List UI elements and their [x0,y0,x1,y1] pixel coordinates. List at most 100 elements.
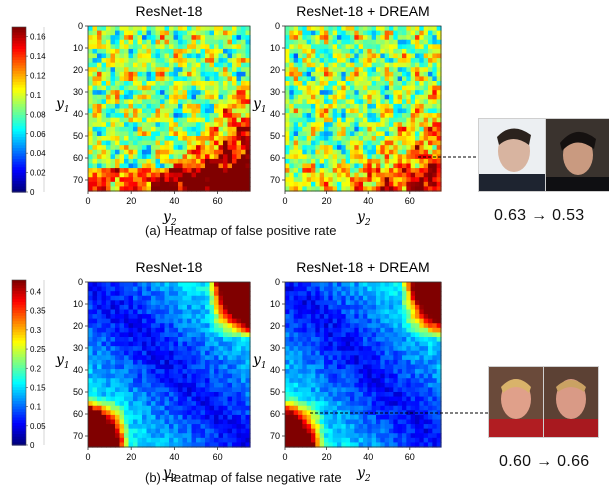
heatmap-cell [319,44,325,50]
heatmap-cell [332,396,338,402]
heatmap-cell [376,341,381,347]
heatmap-cell [289,99,295,105]
heatmap-cell [110,314,116,320]
heatmap-cell [88,140,94,146]
heatmap-cell [110,355,116,361]
heatmap-cell [406,318,412,324]
heatmap-cell [332,387,338,393]
heatmap-cell [376,291,381,297]
heatmap-cell [137,318,143,324]
heatmap-cell [196,300,202,306]
heatmap-cell [402,94,407,100]
heatmap-cell [380,314,386,320]
heatmap-cell [298,295,303,301]
heatmap-cell [324,39,329,45]
heatmap-cell [432,378,438,384]
heatmap-cell [119,291,125,297]
heatmap-cell [363,126,368,133]
heatmap-cell [209,53,215,59]
heatmap-cell [110,62,116,68]
heatmap-cell [358,300,364,306]
heatmap-cell [241,410,247,416]
heatmap-cell [110,113,116,119]
heatmap-cell [384,90,390,96]
heatmap-cell [415,67,420,73]
heatmap-cell [214,346,220,352]
heatmap-cell [110,58,116,64]
heatmap-cell [363,405,368,411]
heatmap-cell [223,337,229,343]
heatmap-cell [200,428,206,434]
heatmap-cell [200,71,206,78]
heatmap-cell [106,295,112,301]
heatmap-cell [306,103,312,110]
heatmap-cell [337,122,342,128]
heatmap-cell [146,350,152,356]
heatmap-cell [306,300,312,306]
heatmap-cell [298,154,303,160]
heatmap-cell [332,304,338,311]
heatmap-cell [384,103,390,110]
heatmap-cell [380,39,386,45]
heatmap-cell [345,154,351,160]
heatmap-cell [187,44,193,50]
heatmap-cell [371,71,377,78]
heatmap-cell [306,131,312,137]
heatmap-cell [137,149,143,155]
heatmap-cell [358,359,364,366]
heatmap-cell [419,131,425,137]
heatmap-cell [218,85,224,91]
heatmap-cell [354,314,360,320]
heatmap-cell [101,419,107,425]
heatmap-cell [389,103,394,110]
heatmap-cell [196,401,202,407]
heatmap-cell [97,396,103,402]
heatmap-cell [142,414,148,421]
heatmap-cell [376,387,381,393]
heatmap-cell [367,126,373,133]
heatmap-cell [169,154,175,160]
heatmap-cell [371,300,377,306]
heatmap-cell [402,286,407,292]
heatmap-cell [142,58,148,64]
heatmap-cell [332,108,338,114]
heatmap-cell [241,76,247,82]
heatmap-cell [328,85,334,91]
heatmap-cell [406,140,412,146]
heatmap-cell [232,122,238,128]
heatmap-cell [293,392,299,398]
heatmap-cell [241,424,247,430]
heatmap-cell [328,154,334,160]
heatmap-cell [200,145,206,151]
heatmap-cell [432,177,438,183]
heatmap-cell [173,158,179,165]
heatmap-cell [328,71,334,78]
heatmap-cell [173,382,179,389]
heatmap-cell [164,295,170,301]
heatmap-cell [350,154,355,160]
heatmap-cell [218,295,224,301]
heatmap-cell [285,295,290,301]
heatmap-cell [384,168,390,174]
heatmap-cell [151,291,157,297]
heatmap-cell [241,300,247,306]
heatmap-cell [115,53,121,59]
heatmap-cell [397,337,403,343]
heatmap-cell [397,53,403,59]
heatmap-cell [227,401,233,407]
heatmap-cell [285,323,290,329]
heatmap-cell [315,131,321,137]
heatmap-cell [328,35,334,41]
heatmap-cell [315,323,321,329]
heatmap-cell [173,350,179,356]
heatmap-cell [371,405,377,411]
heatmap-cell [218,387,224,393]
heatmap-cell [245,126,251,133]
heatmap-cell [133,94,139,100]
heatmap-cell [214,163,220,169]
heatmap-cell [200,291,206,297]
heatmap-cell [200,378,206,384]
heatmap-cell [164,177,170,183]
heatmap-cell [306,90,312,96]
heatmap-cell [164,67,170,73]
